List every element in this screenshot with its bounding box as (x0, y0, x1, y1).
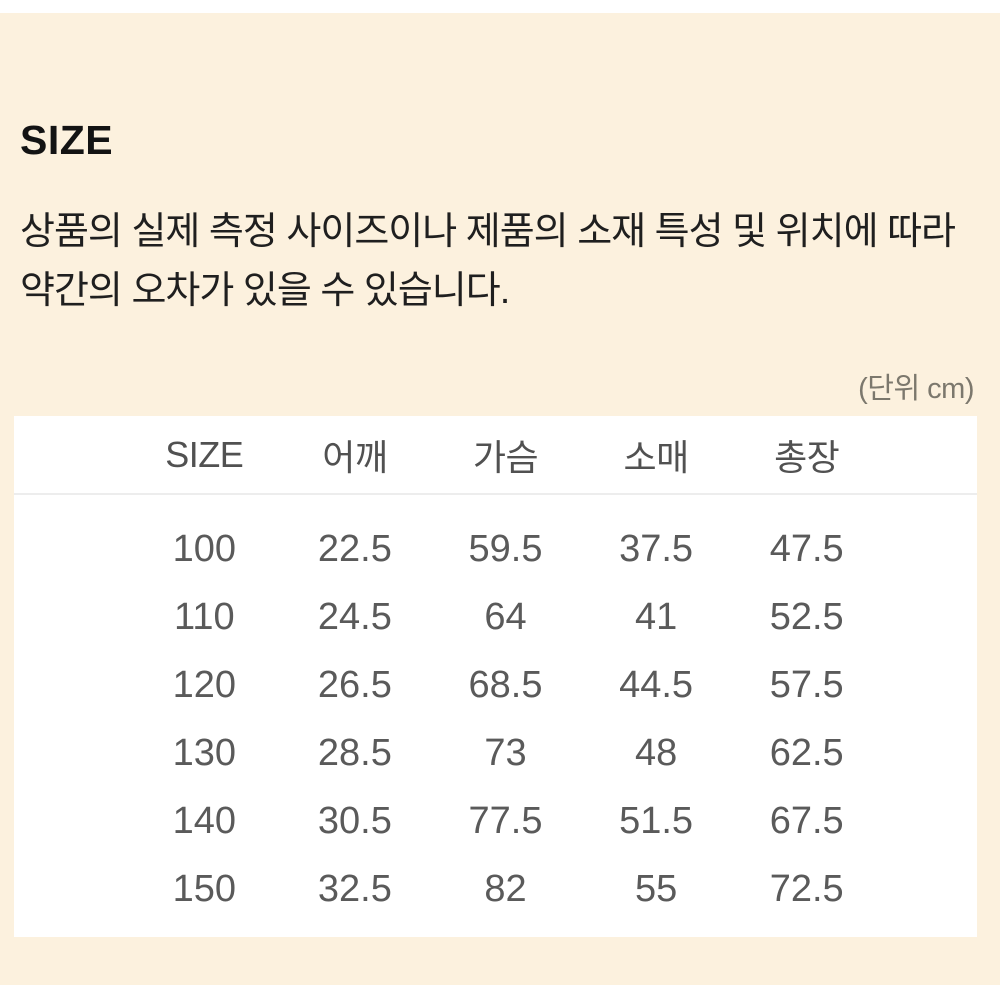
table-row-100: 100 22.5 59.5 37.5 47.5 (14, 515, 977, 583)
cell-size: 120 (172, 663, 236, 706)
size-notice-line-1: 상품의 실제 측정 사이즈이나 제품의 소재 특성 및 위치에 따라 (20, 211, 956, 253)
table-row-110: 110 24.5 64 41 52.5 (14, 583, 977, 651)
cell-shoulder: 32.5 (317, 867, 392, 910)
cream-background-panel: SIZE 상품의 실제 측정 사이즈이나 제품의 소재 특성 및 위치에 따라 … (0, 13, 1000, 985)
cell-shoulder: 30.5 (317, 799, 392, 842)
unit-label: (단위 cm) (858, 373, 974, 405)
cell-chest: 68.5 (468, 663, 543, 706)
size-notice-line-2: 약간의 오차가 있을 수 있습니다. (20, 270, 510, 312)
cell-sleeve: 55 (634, 867, 678, 910)
table-row-120: 120 26.5 68.5 44.5 57.5 (14, 651, 977, 719)
cell-shoulder: 24.5 (317, 595, 392, 638)
col-header-chest: 가슴 (472, 436, 539, 478)
cell-total-length: 62.5 (769, 731, 844, 774)
col-header-total-length: 총장 (774, 436, 840, 478)
cell-chest: 64 (484, 595, 527, 638)
cell-total-length: 72.5 (769, 867, 844, 910)
col-header-shoulder: 어깨 (322, 436, 388, 478)
cell-total-length: 67.5 (769, 799, 844, 842)
cell-size: 150 (172, 867, 236, 910)
cell-sleeve: 37.5 (619, 527, 694, 570)
size-table-header-row: SIZE 어깨 가슴 소매 총장 (14, 416, 977, 495)
table-row-130: 130 28.5 73 48 62.5 (14, 719, 977, 787)
cell-sleeve: 48 (634, 731, 678, 774)
cell-sleeve: 41 (634, 595, 678, 638)
cell-total-length: 47.5 (769, 527, 844, 570)
cell-sleeve: 51.5 (619, 799, 694, 842)
cell-size: 100 (172, 527, 236, 570)
col-header-sleeve: 소매 (623, 436, 689, 478)
cell-shoulder: 28.5 (317, 731, 392, 774)
col-header-size: SIZE (165, 433, 244, 475)
cell-shoulder: 26.5 (317, 663, 392, 706)
cell-sleeve: 44.5 (619, 663, 694, 706)
table-row-150: 150 32.5 82 55 72.5 (14, 855, 977, 923)
cell-chest: 82 (484, 867, 527, 910)
section-title: SIZE (20, 117, 114, 163)
cell-size: 140 (172, 799, 236, 842)
table-row-140: 140 30.5 77.5 51.5 67.5 (14, 787, 977, 855)
size-table-body: 100 22.5 59.5 37.5 47.5 110 24.5 64 41 5… (14, 495, 977, 937)
cell-size: 130 (172, 731, 236, 774)
size-table: SIZE 어깨 가슴 소매 총장 100 22.5 59.5 37.5 47.5… (14, 416, 977, 937)
cell-total-length: 57.5 (769, 663, 844, 706)
size-notice: 상품의 실제 측정 사이즈이나 제품의 소재 특성 및 위치에 따라 약간의 오… (20, 203, 956, 321)
cell-total-length: 52.5 (769, 595, 844, 638)
cell-chest: 59.5 (468, 527, 543, 570)
cell-shoulder: 22.5 (317, 527, 392, 570)
cell-chest: 73 (484, 731, 527, 774)
cell-size: 110 (174, 595, 235, 638)
cell-chest: 77.5 (468, 799, 543, 842)
